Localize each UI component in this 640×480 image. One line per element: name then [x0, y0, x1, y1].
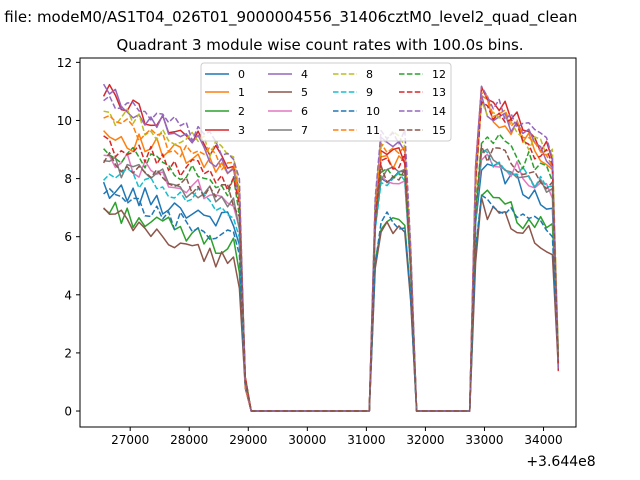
x-tick-label: 29000	[229, 433, 267, 447]
x-offset-label: +3.644e8	[526, 454, 595, 470]
series-line-15	[102, 144, 560, 412]
legend-label-11: 11	[366, 124, 380, 137]
legend-label-4: 4	[301, 68, 308, 81]
legend-label-3: 3	[238, 124, 245, 137]
y-tick-label: 4	[64, 288, 72, 302]
legend-label-7: 7	[301, 124, 308, 137]
figure-suptitle: n file: modeM0/AS1T04_026T01_9000004556_…	[0, 8, 578, 26]
series-line-8	[103, 100, 560, 412]
legend-label-1: 1	[238, 86, 245, 99]
x-tick-label: 27000	[111, 433, 149, 447]
x-tick-label: 32000	[406, 433, 444, 447]
legend-label-2: 2	[238, 105, 245, 118]
legend-label-5: 5	[301, 86, 308, 99]
series-line-6	[103, 152, 560, 412]
legend-label-6: 6	[301, 105, 308, 118]
x-axis-ticks: 27000 28000 29000 30000 31000 32000 33000 34000	[111, 427, 563, 447]
legend-label-13: 13	[432, 86, 446, 99]
legend-label-15: 15	[432, 124, 446, 137]
y-tick-label: 10	[57, 114, 72, 128]
legend-label-12: 12	[432, 68, 446, 81]
y-tick-label: 12	[57, 56, 72, 70]
series-line-10	[103, 187, 560, 412]
series-line-9	[103, 148, 560, 412]
x-tick-label: 30000	[288, 433, 326, 447]
y-tick-label: 2	[64, 346, 72, 360]
x-tick-label: 33000	[465, 433, 503, 447]
plot-area-frame	[79, 57, 577, 428]
y-tick-label: 8	[64, 172, 72, 186]
series-line-0	[102, 161, 560, 412]
chart-title: Quadrant 3 module wise count rates with …	[116, 36, 524, 54]
legend-label-0: 0	[238, 68, 245, 81]
y-tick-label: 6	[64, 230, 72, 244]
legend-label-9: 9	[366, 86, 373, 99]
x-tick-label: 34000	[524, 433, 562, 447]
series-lines	[102, 83, 560, 412]
legend-frame	[200, 62, 452, 142]
x-tick-label: 31000	[347, 433, 385, 447]
y-axis-ticks: 0 2 4 6 8 10 12	[57, 56, 80, 419]
series-line-7	[103, 148, 560, 412]
legend-label-14: 14	[432, 105, 446, 118]
series-line-2	[103, 189, 560, 412]
y-tick-label: 0	[64, 405, 72, 419]
series-line-12	[103, 133, 560, 412]
legend-label-8: 8	[366, 68, 373, 81]
legend-label-10: 10	[366, 105, 380, 118]
x-tick-label: 28000	[170, 433, 208, 447]
series-line-5	[103, 196, 560, 412]
